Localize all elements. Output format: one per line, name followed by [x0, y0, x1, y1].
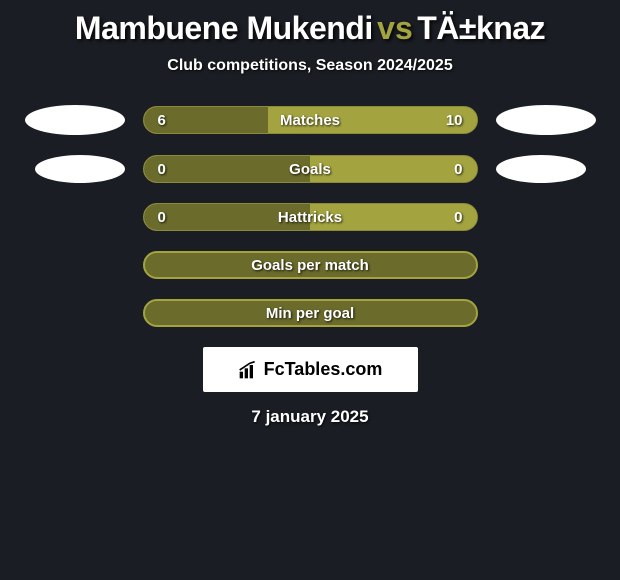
bar-left-fill — [144, 156, 311, 182]
stat-value-left: 6 — [158, 112, 166, 129]
stat-row-matches: 6 Matches 10 — [0, 105, 620, 135]
logo-content: FcTables.com — [238, 359, 383, 380]
vs-text: vs — [377, 10, 413, 46]
title-row: Mambuene Mukendi vs TÄ±knaz — [0, 10, 620, 47]
stat-label: Goals — [289, 161, 331, 178]
main-container: Mambuene Mukendi vs TÄ±knaz Club competi… — [0, 0, 620, 427]
stat-label: Goals per match — [251, 257, 369, 274]
player2-name: TÄ±knaz — [417, 10, 545, 46]
stat-label: Min per goal — [266, 305, 354, 322]
stat-bar-gpm: Goals per match — [143, 251, 478, 279]
player1-avatar — [25, 105, 125, 135]
stat-row-gpm: Goals per match — [0, 251, 620, 279]
stat-row-mpg: Min per goal — [0, 299, 620, 327]
player1-avatar-small — [35, 155, 125, 183]
stat-bar-mpg: Min per goal — [143, 299, 478, 327]
stat-row-goals: 0 Goals 0 — [0, 155, 620, 183]
player1-name: Mambuene Mukendi — [75, 10, 373, 46]
logo-box: FcTables.com — [203, 347, 418, 392]
stat-value-left: 0 — [158, 161, 166, 178]
stat-value-right: 0 — [454, 209, 462, 226]
stat-value-left: 0 — [158, 209, 166, 226]
stat-value-right: 0 — [454, 161, 462, 178]
stat-bar-goals: 0 Goals 0 — [143, 155, 478, 183]
date-text: 7 january 2025 — [0, 407, 620, 427]
chart-icon — [238, 360, 258, 380]
stat-value-right: 10 — [446, 112, 463, 129]
logo-text: FcTables.com — [264, 359, 383, 380]
stat-bar-hattricks: 0 Hattricks 0 — [143, 203, 478, 231]
stat-label: Hattricks — [278, 209, 342, 226]
subtitle: Club competitions, Season 2024/2025 — [0, 57, 620, 75]
player2-avatar — [496, 105, 596, 135]
stat-label: Matches — [280, 112, 340, 129]
stat-row-hattricks: 0 Hattricks 0 — [0, 203, 620, 231]
stat-bar-matches: 6 Matches 10 — [143, 106, 478, 134]
player2-avatar-small — [496, 155, 586, 183]
